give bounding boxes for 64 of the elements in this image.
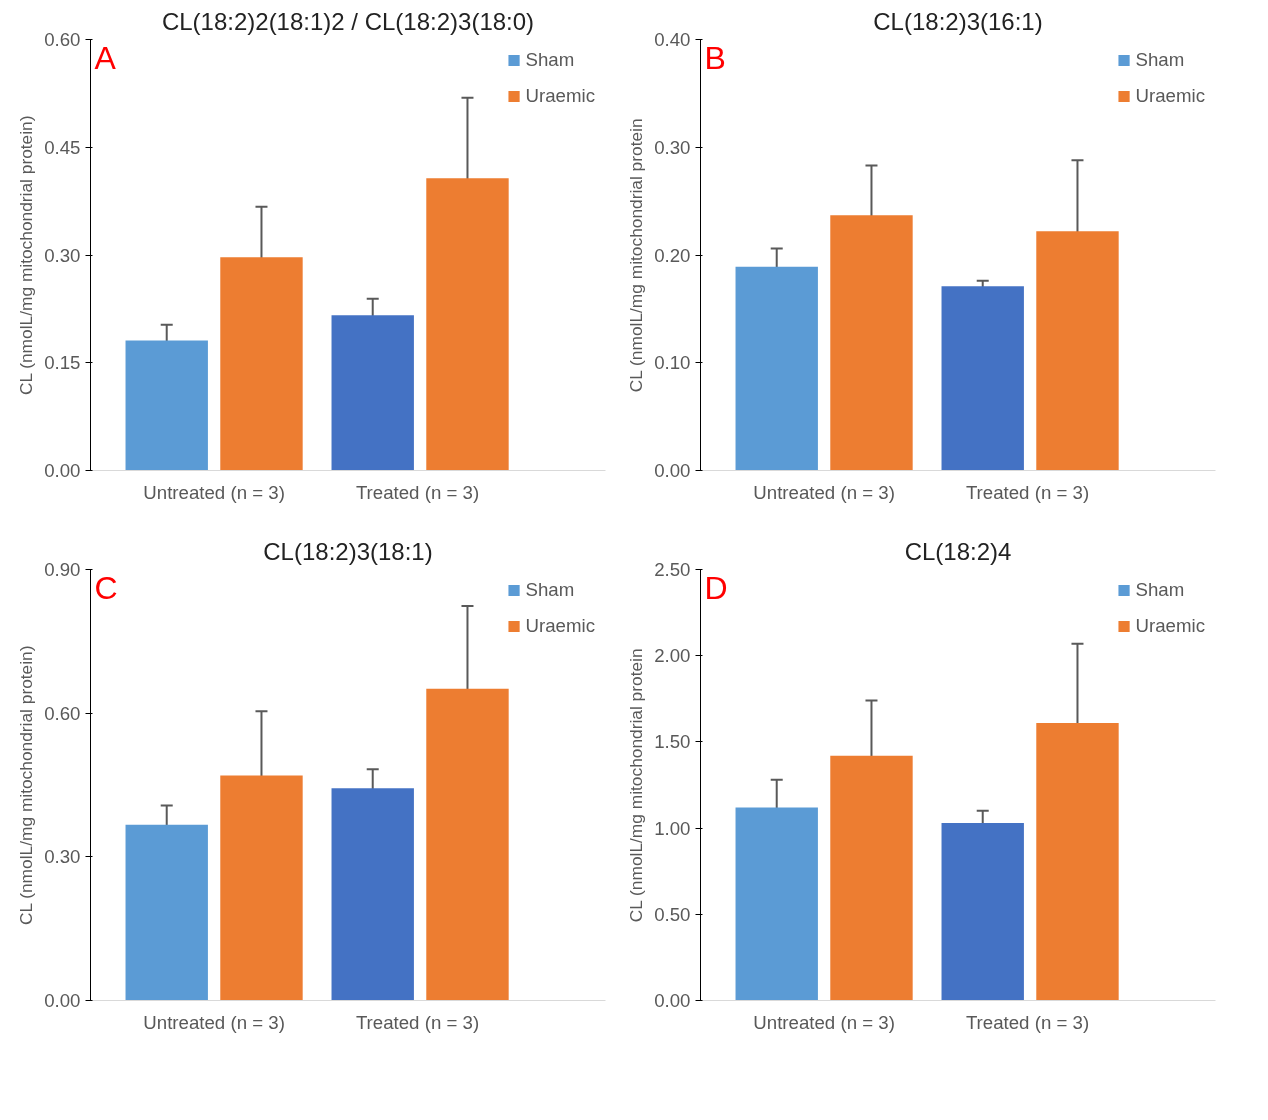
annotation: A [94,39,117,76]
bar [426,178,509,471]
legend-label: Uraemic [525,615,595,637]
bar [331,788,414,1001]
chart-title: CL(18:2)3(18:1) [263,537,433,565]
bar [220,257,303,471]
y-tick-label: 0.30 [44,244,81,266]
annotation: D [704,569,728,606]
y-tick-label: 0.60 [44,29,81,50]
chart-title: CL(18:2)4 [904,537,1012,565]
y-tick-label: 0.30 [44,846,81,868]
y-axis-title: CL (nmolL/mg mitochondrial protein [626,648,647,923]
bar [1036,231,1119,471]
bar [125,340,208,471]
y-tick-label: 0.00 [44,990,81,1011]
y-tick-label: 1.50 [654,731,691,753]
annotation: B [704,39,726,76]
x-tick-label: Untreated (n = 3) [753,1011,895,1033]
y-tick-label: 0.60 [44,702,81,724]
bar [830,755,913,1001]
bar [941,286,1024,471]
y-tick-label: 2.50 [654,559,691,580]
y-tick-label: 0.20 [654,244,691,266]
legend-label: Sham [525,49,575,71]
legend-label: Sham [525,579,575,601]
y-tick-label: 0.10 [654,352,691,374]
annotation: C [94,569,118,606]
bar [941,822,1024,1001]
y-tick-label: 0.50 [654,903,691,925]
x-tick-label: Treated (n = 3) [965,481,1090,503]
y-axis-title: CL (nmolL/mg mitochondrial protein [626,118,647,393]
x-tick-label: Treated (n = 3) [355,1011,480,1033]
bar [426,688,509,1001]
x-tick-label: Treated (n = 3) [965,1011,1090,1033]
bar [125,824,208,1001]
x-tick-label: Untreated (n = 3) [753,481,895,503]
y-tick-label: 0.40 [654,29,691,50]
legend-label: Sham [1135,579,1185,601]
chart-title: CL(18:2)2(18:1)2 / CL(18:2)3(18:0) [161,7,535,35]
legend-label: Uraemic [1135,85,1205,107]
y-tick-label: 0.00 [44,460,81,481]
legend-label: Uraemic [525,85,595,107]
y-tick-label: 0.00 [654,460,691,481]
y-axis-title: CL (nmolL/mg mitochondrial protein) [16,115,37,396]
bar [735,807,818,1001]
chart-title: CL(18:2)3(16:1) [873,7,1043,35]
y-tick-label: 0.30 [654,136,691,158]
y-tick-label: 0.00 [654,990,691,1011]
y-tick-label: 0.45 [44,136,81,158]
bar [735,266,818,471]
bar [1036,722,1119,1001]
legend-label: Sham [1135,49,1185,71]
legend-label: Uraemic [1135,615,1205,637]
bar [830,215,913,471]
x-tick-label: Untreated (n = 3) [143,1011,285,1033]
bar [220,775,303,1001]
y-tick-label: 0.90 [44,559,81,580]
x-tick-label: Treated (n = 3) [355,481,480,503]
y-tick-label: 0.15 [44,352,81,374]
x-tick-label: Untreated (n = 3) [143,481,285,503]
bar [331,315,414,471]
y-tick-label: 2.00 [654,645,691,667]
y-axis-title: CL (nmolL/mg mitochondrial protein) [16,645,37,926]
y-tick-label: 1.00 [654,817,691,839]
